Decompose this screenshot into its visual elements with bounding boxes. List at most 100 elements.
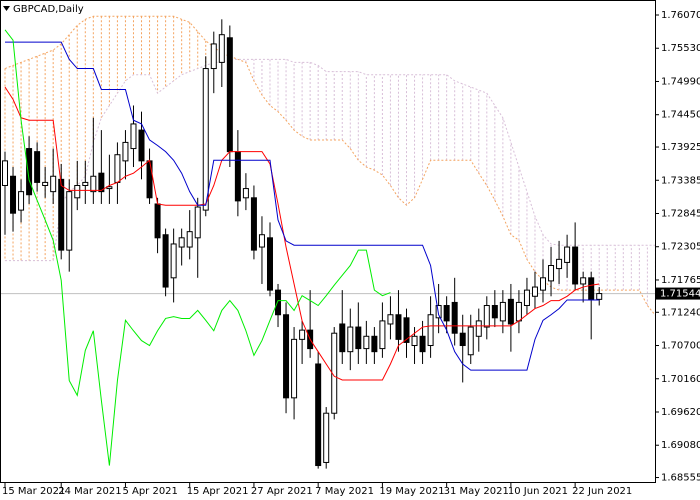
x-tick-label: 10 Jun 2021 [508, 486, 568, 497]
candle-body [451, 301, 458, 334]
x-tick-label: 15 Apr 2021 [187, 486, 249, 497]
candle-body [507, 298, 514, 325]
candle-body [283, 314, 290, 399]
candle-body [266, 237, 273, 291]
x-tick-label: 31 May 2021 [444, 486, 509, 497]
candle-body [18, 191, 25, 211]
candle-body [66, 191, 73, 251]
candle-body [210, 43, 217, 70]
candle-body [355, 326, 362, 350]
y-tick-label: 1.73385 [661, 175, 700, 186]
plot-frame [0, 0, 656, 483]
candle-body [483, 305, 490, 328]
axes: 1.76070 1.75530 1.74990 1.74450 1.73925 1.733… [2, 10, 700, 497]
candle-body [162, 234, 169, 288]
candle-body [572, 246, 579, 285]
x-tick-label: 19 May 2021 [379, 486, 444, 497]
candle-body [371, 335, 378, 353]
candle-body [387, 314, 394, 325]
candle-body [122, 141, 129, 162]
candle-body [218, 34, 225, 63]
y-tick-label: 1.72305 [661, 242, 700, 253]
candle-body [315, 363, 322, 467]
x-tick-label: 22 Jun 2021 [572, 486, 632, 497]
y-tick-label: 1.74990 [661, 76, 700, 87]
y-tick-label: 1.76070 [661, 10, 700, 21]
candle-body [363, 335, 370, 350]
y-tick-label: 1.71765 [661, 275, 700, 286]
candle-body [499, 301, 506, 322]
candle-body [395, 314, 402, 340]
candle-body [242, 188, 249, 199]
candle-body [50, 175, 57, 193]
price-label: 1.71544 [660, 289, 700, 300]
x-tick-label: 7 May 2021 [315, 486, 374, 497]
candle-body [26, 148, 33, 196]
candle-body [475, 320, 482, 337]
candle-body [347, 326, 354, 353]
y-tick-label: 1.74450 [661, 110, 700, 121]
indicator-line [5, 41, 600, 371]
candle-body [130, 123, 137, 150]
x-tick-label: 15 Mar 2021 [2, 486, 65, 497]
candle-body [291, 338, 298, 399]
y-tick-label: 1.72845 [661, 208, 700, 219]
candle-body [596, 293, 603, 300]
candle-body [531, 286, 538, 297]
candle-body [419, 335, 426, 353]
candle-body [90, 175, 97, 193]
y-tick-label: 1.70160 [661, 374, 700, 385]
indicator-line [4, 86, 600, 381]
candle-body [323, 412, 330, 463]
plot-area [1, 15, 655, 469]
candle-body [106, 186, 113, 190]
candle-body [580, 277, 587, 285]
y-tick-label: 1.75530 [661, 43, 700, 54]
price-label-box [656, 287, 700, 300]
y-tick-label: 1.69620 [661, 407, 700, 418]
candle-body [588, 277, 595, 300]
candle-body [427, 314, 434, 347]
candle-body [379, 320, 386, 350]
candle-body [234, 151, 241, 202]
candle-body [491, 305, 498, 319]
candle-body [403, 317, 410, 343]
candle-body [178, 237, 185, 248]
title-triangle [3, 6, 10, 11]
chart-title: GBPCAD,Daily [13, 4, 84, 15]
candle-body [467, 326, 474, 356]
cloud-span [5, 58, 655, 262]
candle-body [146, 160, 153, 199]
candle-body [299, 329, 306, 340]
candle-body [2, 160, 8, 186]
candle-body [58, 178, 65, 251]
candle-body [540, 277, 547, 291]
x-tick-label: 5 Apr 2021 [122, 486, 177, 497]
y-tick-label: 1.69080 [661, 440, 700, 451]
candle-body [258, 234, 265, 248]
candle-body [194, 206, 201, 239]
candle-body [42, 181, 49, 186]
y-tick-label: 1.71240 [661, 307, 700, 318]
candle-body [34, 151, 41, 183]
candle-body [74, 184, 81, 199]
candle-body [459, 332, 466, 347]
candle-body [250, 197, 257, 251]
candle-body [114, 154, 121, 183]
candle-body [556, 258, 563, 270]
candle-body [339, 323, 346, 353]
candle-body [443, 305, 450, 322]
candle-body [202, 68, 209, 211]
x-tick-label: 27 Apr 2021 [251, 486, 313, 497]
y-tick-label: 1.70700 [661, 341, 700, 352]
candle-body [154, 203, 161, 239]
candle-body [82, 181, 89, 186]
y-tick-label: 1.68555 [661, 473, 700, 484]
candle-body [523, 289, 530, 307]
candle-body [10, 175, 17, 214]
candle-body [275, 289, 282, 316]
candle-body [170, 243, 177, 279]
candle-body [186, 231, 193, 248]
